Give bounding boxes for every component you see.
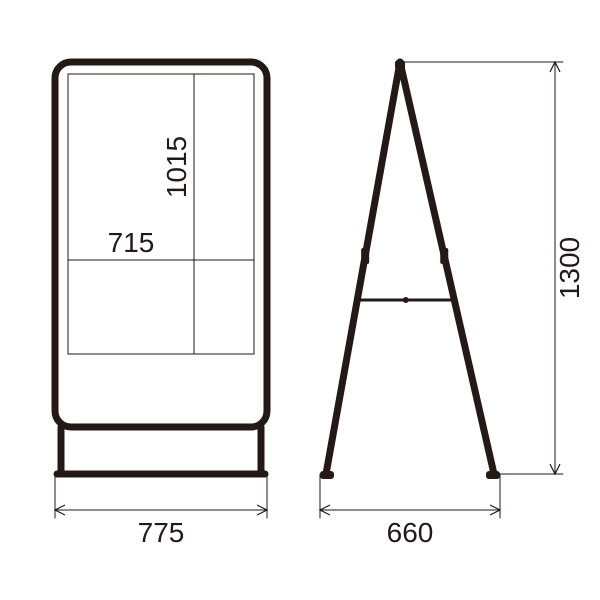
label-front-width: 775 bbox=[138, 517, 185, 548]
label-side-height: 1300 bbox=[554, 237, 585, 299]
front-view-outer-frame bbox=[55, 62, 267, 427]
label-inner-width: 715 bbox=[108, 227, 155, 258]
hinge-left bbox=[361, 248, 369, 264]
side-view-leg-back bbox=[400, 62, 494, 474]
side-view-leg-front bbox=[326, 62, 400, 474]
crossbar-joint bbox=[403, 297, 409, 303]
label-inner-height: 1015 bbox=[161, 136, 192, 198]
label-side-width: 660 bbox=[387, 517, 434, 548]
side-view-foot-right bbox=[486, 471, 500, 479]
front-view-inner-panel bbox=[68, 74, 254, 354]
side-view-foot-left bbox=[320, 471, 334, 479]
hinge-right bbox=[440, 248, 448, 264]
